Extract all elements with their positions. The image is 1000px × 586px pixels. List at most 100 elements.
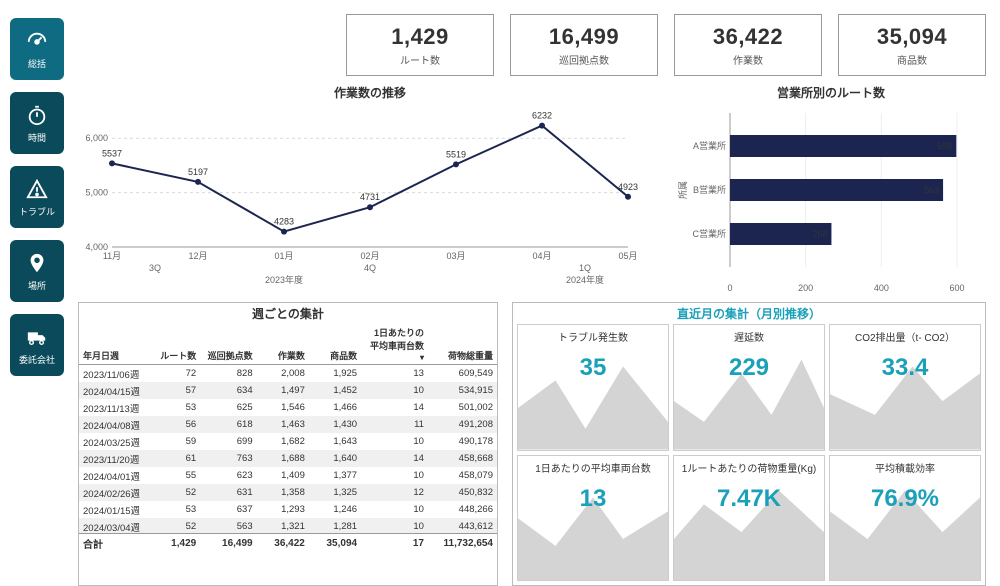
svg-text:4Q: 4Q xyxy=(364,263,376,273)
sidebar-item-trouble[interactable]: トラブル xyxy=(10,166,64,228)
sidebar-item-contractor[interactable]: 委託会社 xyxy=(10,314,64,376)
svg-text:05月: 05月 xyxy=(618,251,637,261)
table-row[interactable]: 2024/04/08週566181,4631,43011491,208 xyxy=(79,416,497,433)
table-row[interactable]: 2024/03/04週525631,3211,28110443,612 xyxy=(79,518,497,533)
svg-text:11月: 11月 xyxy=(103,251,121,261)
table-header[interactable]: 年月日週 xyxy=(79,324,154,365)
tile-label: CO2排出量（t- CO2） xyxy=(830,325,980,344)
kpi-row: 1,429 ルート数 16,499 巡回拠点数 36,422 作業数 35,09… xyxy=(78,14,986,76)
sidebar-item-label: トラブル xyxy=(19,205,55,218)
line-chart[interactable]: 4,0005,0006,0005537519742834731551962324… xyxy=(78,103,638,293)
svg-text:1Q: 1Q xyxy=(579,263,591,273)
svg-text:4283: 4283 xyxy=(274,217,294,227)
svg-text:A営業所: A営業所 xyxy=(693,140,726,151)
kpi-value: 16,499 xyxy=(511,24,657,50)
kpi-tile[interactable]: 1日あたりの平均車両台数13 xyxy=(517,455,669,582)
table-header[interactable]: 作業数 xyxy=(257,324,309,365)
svg-text:0: 0 xyxy=(727,283,732,293)
line-chart-panel: 作業数の推移 4,0005,0006,000553751974283473155… xyxy=(78,84,662,296)
kpi-tile[interactable]: トラブル発生数35 xyxy=(517,324,669,451)
weekly-table-title: 週ごとの集計 xyxy=(79,303,497,324)
table-row[interactable]: 2023/11/20週617631,6881,64014458,668 xyxy=(79,450,497,467)
warning-icon xyxy=(25,177,49,201)
svg-text:12月: 12月 xyxy=(188,251,207,261)
table-header[interactable]: 1日あたりの平均車両台数 ▾ xyxy=(361,324,428,365)
svg-text:400: 400 xyxy=(874,283,889,293)
kpi-tile[interactable]: 遅延数229 xyxy=(673,324,825,451)
table-header[interactable]: 巡回拠点数 xyxy=(200,324,256,365)
svg-text:563: 563 xyxy=(924,185,939,195)
table-footer-cell: 合計 xyxy=(79,534,154,554)
kpi-tile[interactable]: 1ルートあたりの荷物重量(Kg) 7.47K xyxy=(673,455,825,582)
table-footer-cell: 11,732,654 xyxy=(428,534,497,554)
kpi-label: 作業数 xyxy=(675,52,821,67)
table-row[interactable]: 2024/01/15週536371,2931,24610448,266 xyxy=(79,501,497,518)
tile-label: 1ルートあたりの荷物重量(Kg) xyxy=(674,456,824,475)
table-header[interactable]: 荷物総重量 xyxy=(428,324,497,365)
svg-text:5519: 5519 xyxy=(446,149,466,159)
table-row[interactable]: 2023/11/13週536251,5461,46614501,002 xyxy=(79,399,497,416)
svg-text:4923: 4923 xyxy=(618,182,638,192)
sidebar-item-location[interactable]: 場所 xyxy=(10,240,64,302)
svg-text:6,000: 6,000 xyxy=(85,133,108,143)
svg-text:01月: 01月 xyxy=(274,251,293,261)
svg-text:5,000: 5,000 xyxy=(85,188,108,198)
sidebar: 総括 時間 トラブル 場所 委託会社 xyxy=(0,0,74,586)
svg-text:所属: 所属 xyxy=(678,181,688,199)
kpi-products: 35,094 商品数 xyxy=(838,14,986,76)
svg-text:268: 268 xyxy=(812,229,827,239)
table-row[interactable]: 2023/11/06週728282,0081,92513609,549 xyxy=(79,365,497,382)
kpi-tile[interactable]: CO2排出量（t- CO2）33.4 xyxy=(829,324,981,451)
tile-value: 7.47K xyxy=(674,485,824,513)
svg-text:3Q: 3Q xyxy=(149,263,161,273)
main-area: 1,429 ルート数 16,499 巡回拠点数 36,422 作業数 35,09… xyxy=(74,0,1000,586)
sidebar-item-time[interactable]: 時間 xyxy=(10,92,64,154)
kpi-value: 36,422 xyxy=(675,24,821,50)
bar-chart[interactable]: 所属0200400600A営業所598B営業所563C営業所268 xyxy=(676,103,986,293)
svg-text:2024年度: 2024年度 xyxy=(566,274,604,285)
tile-label: 遅延数 xyxy=(674,325,824,344)
monthly-kpi-panel: 直近月の集計（月別推移） トラブル発生数35遅延数229CO2排出量（t- CO… xyxy=(512,302,986,586)
kpi-routes: 1,429 ルート数 xyxy=(346,14,494,76)
svg-text:C営業所: C営業所 xyxy=(693,228,727,239)
tile-value: 13 xyxy=(518,485,668,513)
kpi-value: 35,094 xyxy=(839,24,985,50)
table-header[interactable]: 商品数 xyxy=(309,324,361,365)
svg-text:04月: 04月 xyxy=(532,251,551,261)
svg-text:5537: 5537 xyxy=(102,148,122,158)
kpi-value: 1,429 xyxy=(347,24,493,50)
kpi-tile[interactable]: 平均積載効率 76.9% xyxy=(829,455,981,582)
svg-text:2023年度: 2023年度 xyxy=(265,274,303,285)
weekly-table-panel: 週ごとの集計 年月日週ルート数巡回拠点数作業数商品数1日あたりの平均車両台数 ▾… xyxy=(78,302,498,586)
table-row[interactable]: 2024/04/15週576341,4971,45210534,915 xyxy=(79,382,497,399)
tile-label: 平均積載効率 xyxy=(830,456,980,475)
table-header[interactable]: ルート数 xyxy=(154,324,200,365)
kpi-label: 巡回拠点数 xyxy=(511,52,657,67)
svg-text:02月: 02月 xyxy=(360,251,379,261)
kpi-stops: 16,499 巡回拠点数 xyxy=(510,14,658,76)
svg-text:03月: 03月 xyxy=(446,251,465,261)
weekly-table[interactable]: 年月日週ルート数巡回拠点数作業数商品数1日あたりの平均車両台数 ▾荷物総重量 2… xyxy=(79,324,497,553)
table-row[interactable]: 2024/04/01週556231,4091,37710458,079 xyxy=(79,467,497,484)
sidebar-item-label: 総括 xyxy=(28,57,46,70)
table-footer-cell: 35,094 xyxy=(309,534,361,554)
table-row[interactable]: 2024/02/26週526311,3581,32512450,832 xyxy=(79,484,497,501)
sidebar-item-summary[interactable]: 総括 xyxy=(10,18,64,80)
svg-text:5197: 5197 xyxy=(188,167,208,177)
kpi-tasks: 36,422 作業数 xyxy=(674,14,822,76)
sidebar-item-label: 場所 xyxy=(28,279,46,292)
bar-chart-panel: 営業所別のルート数 所属0200400600A営業所598B営業所563C営業所… xyxy=(676,84,986,296)
stopwatch-icon xyxy=(25,103,49,127)
svg-text:6232: 6232 xyxy=(532,111,552,121)
kpi-label: 商品数 xyxy=(839,52,985,67)
table-footer-cell: 17 xyxy=(361,534,428,554)
svg-text:B営業所: B営業所 xyxy=(693,184,726,195)
svg-text:600: 600 xyxy=(950,283,965,293)
truck-icon xyxy=(25,325,49,349)
svg-text:200: 200 xyxy=(798,283,813,293)
tile-value: 35 xyxy=(518,354,668,382)
tile-value: 76.9% xyxy=(830,485,980,513)
table-footer-cell: 36,422 xyxy=(257,534,309,554)
sidebar-item-label: 委託会社 xyxy=(19,353,55,366)
table-row[interactable]: 2024/03/25週596991,6821,64310490,178 xyxy=(79,433,497,450)
